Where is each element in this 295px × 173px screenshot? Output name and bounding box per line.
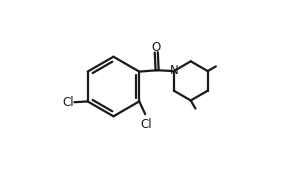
Text: N: N bbox=[170, 64, 179, 77]
Text: Cl: Cl bbox=[140, 118, 152, 131]
Text: Cl: Cl bbox=[62, 96, 73, 109]
Text: O: O bbox=[152, 41, 161, 54]
